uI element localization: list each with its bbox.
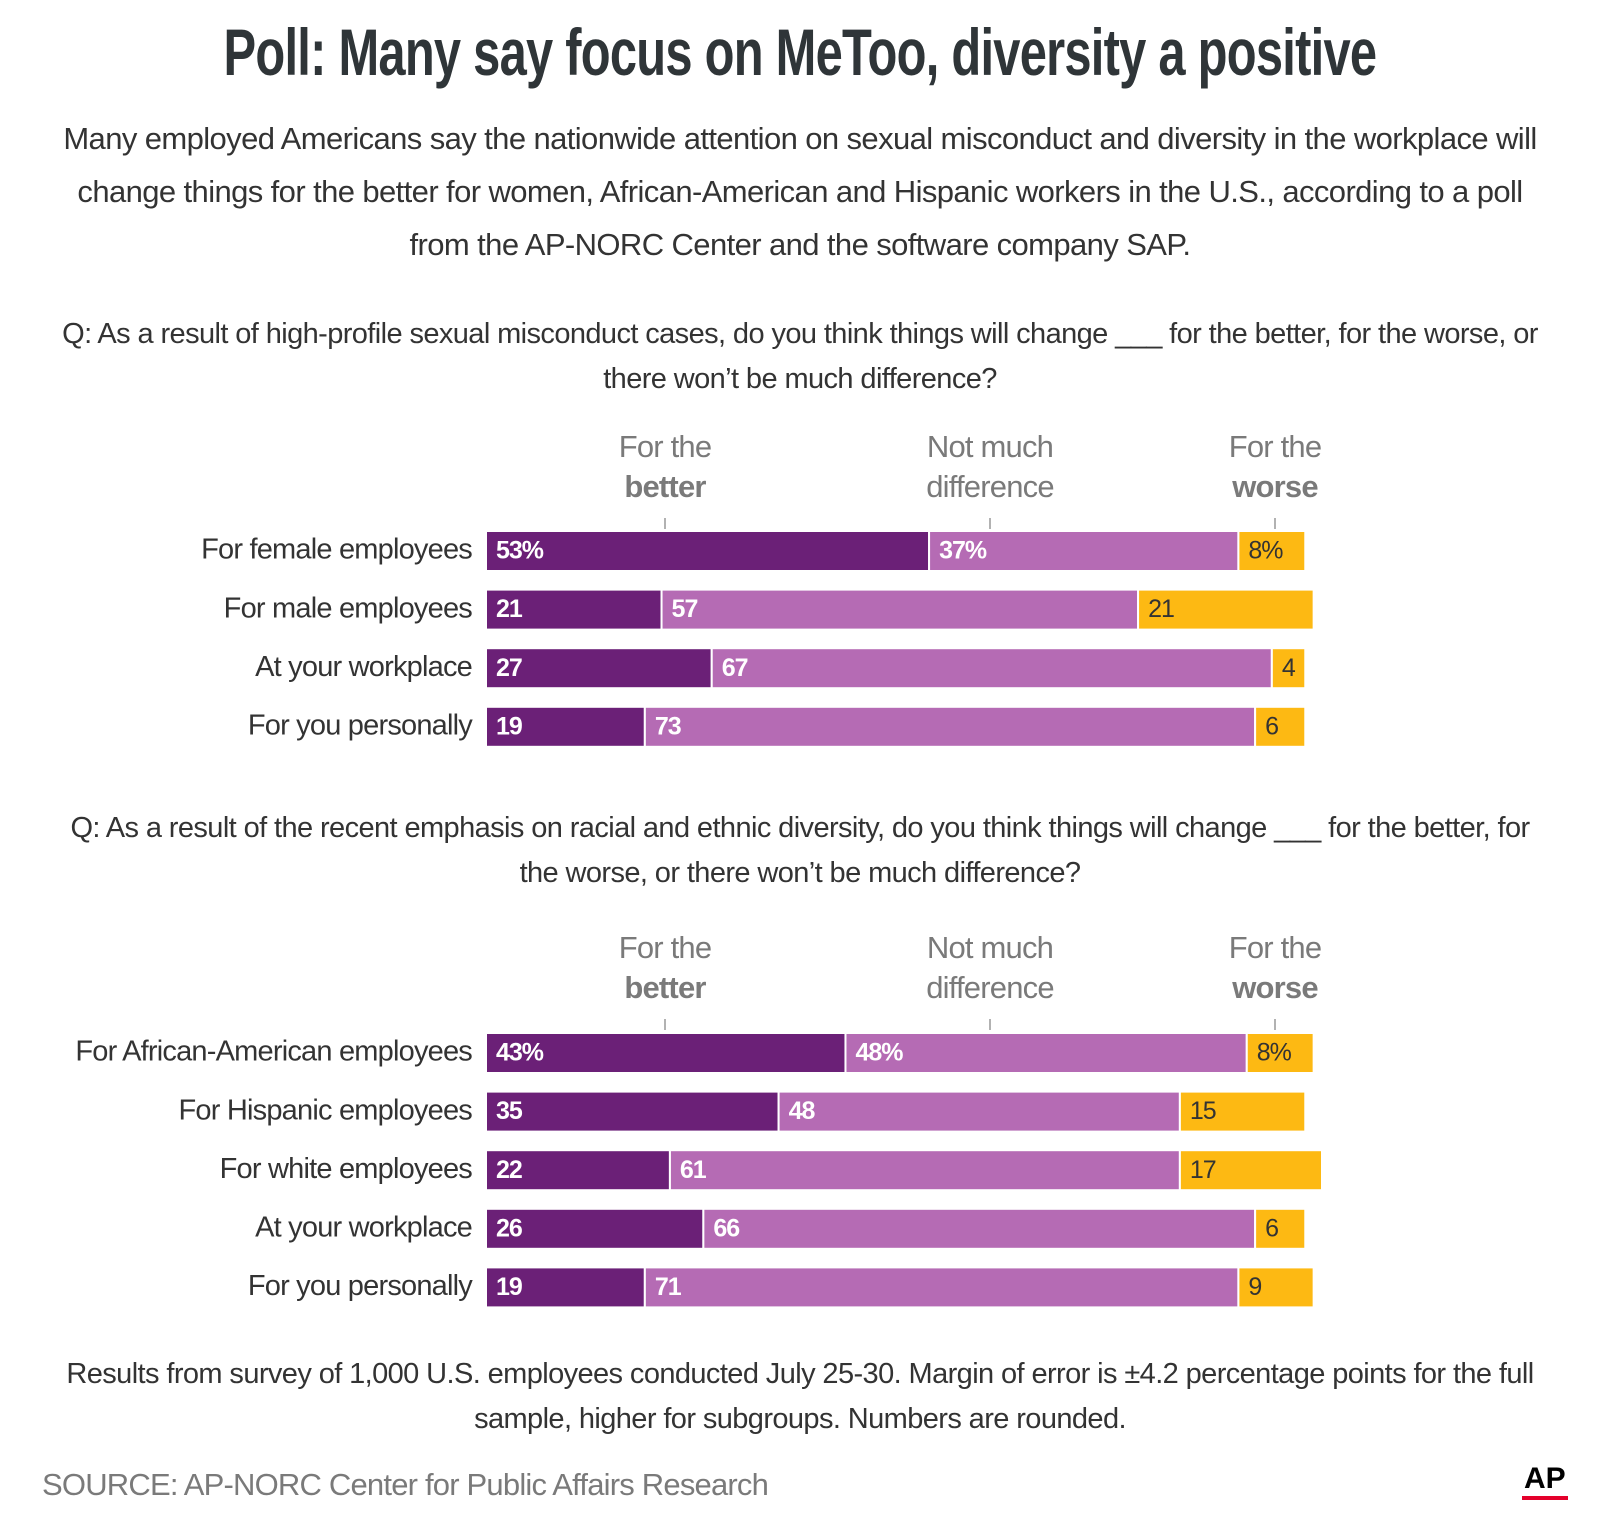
bar-segment — [777, 1090, 1181, 1133]
value-label: 67 — [722, 654, 748, 682]
bar-segment — [1254, 705, 1307, 748]
bar-segment — [1178, 1090, 1307, 1133]
legend-line: Not much — [927, 930, 1053, 965]
value-label: 21 — [1148, 595, 1174, 623]
bar-segment — [643, 705, 1257, 748]
source: SOURCE: AP-NORC Center for Public Affair… — [42, 1467, 769, 1502]
value-label: 61 — [680, 1156, 707, 1184]
value-label: 19 — [496, 1273, 522, 1301]
value-label: 27 — [496, 654, 522, 682]
category-label: At your workplace — [255, 651, 472, 683]
bar-segment — [485, 1032, 847, 1074]
legend-line: better — [624, 469, 706, 504]
legend-line: For the — [1229, 930, 1322, 965]
legend-line: better — [624, 970, 706, 1005]
legend-label: Not much difference — [926, 429, 1054, 504]
question: Q: As a result of high-profile sexual mi… — [62, 318, 1538, 395]
value-label: 26 — [496, 1214, 522, 1242]
bar-segment — [844, 1032, 1248, 1074]
value-label: 21 — [496, 595, 523, 623]
subtitle: Many employed Americans say the nationwi… — [63, 121, 1537, 262]
bar-segment — [643, 1266, 1240, 1309]
bar-segment — [485, 530, 931, 572]
logo: AP — [1522, 1462, 1568, 1500]
value-label: 48 — [789, 1097, 816, 1125]
value-label: 43% — [496, 1039, 544, 1067]
value-label: 48% — [855, 1039, 903, 1067]
value-label: 4 — [1282, 654, 1296, 682]
bar-segment — [485, 1207, 705, 1250]
legend-line: difference — [926, 469, 1054, 504]
category-label: For African-American employees — [75, 1036, 472, 1068]
legend-line: Not much — [927, 429, 1053, 464]
value-label: 6 — [1265, 712, 1278, 740]
legend-label: For the better — [619, 930, 712, 1005]
legend-line: difference — [926, 970, 1054, 1005]
bar-segment — [1237, 1266, 1315, 1309]
legend-label: For the worse — [1229, 429, 1322, 504]
legend-line: worse — [1231, 970, 1318, 1005]
category-label: For you personally — [248, 1270, 473, 1302]
bar-segment — [1237, 530, 1307, 572]
legend-line: For the — [619, 930, 712, 965]
bar-segment — [485, 1090, 780, 1133]
bar-segment — [485, 705, 646, 748]
legend-line: worse — [1231, 469, 1318, 504]
legend-line: For the — [619, 429, 712, 464]
value-label: 57 — [672, 595, 698, 623]
value-label: 73 — [655, 712, 681, 740]
legend-line: For the — [1229, 429, 1322, 464]
bar-segment — [1254, 1207, 1307, 1250]
value-label: 15 — [1190, 1097, 1216, 1125]
value-label: 6 — [1265, 1214, 1278, 1242]
bar-segment — [1270, 647, 1307, 690]
category-label: For you personally — [248, 709, 473, 741]
bar-segment — [485, 647, 713, 690]
bar-segment — [710, 647, 1273, 690]
bar-segment — [660, 588, 1140, 631]
legend-label: For the worse — [1229, 930, 1322, 1005]
bar-segment — [1178, 1149, 1323, 1192]
title: Poll: Many say focus on MeToo, diversity… — [223, 15, 1378, 89]
question: Q: As a result of the recent emphasis on… — [70, 812, 1530, 889]
category-label: At your workplace — [255, 1211, 472, 1243]
bar-segment — [1137, 588, 1315, 631]
value-label: 22 — [496, 1156, 522, 1184]
value-label: 9 — [1248, 1273, 1261, 1301]
bar-segment — [702, 1207, 1257, 1250]
value-label: 35 — [496, 1097, 523, 1125]
value-label: 8% — [1257, 1039, 1292, 1067]
category-label: For white employees — [220, 1153, 473, 1185]
value-label: 37% — [939, 537, 987, 565]
value-label: 19 — [496, 712, 522, 740]
bar-segment — [668, 1149, 1181, 1192]
category-label: For Hispanic employees — [179, 1094, 473, 1126]
bar-segment — [485, 588, 663, 631]
title-block: Poll: Many say focus on MeToo, diversity… — [0, 14, 1600, 90]
note: Results from survey of 1,000 U.S. employ… — [66, 1358, 1534, 1435]
value-label: 71 — [655, 1273, 682, 1301]
category-label: For male employees — [224, 592, 473, 624]
value-label: 66 — [713, 1214, 739, 1242]
legend-label: Not much difference — [926, 930, 1054, 1005]
value-label: 53% — [496, 537, 544, 565]
bar-segment — [1245, 1032, 1315, 1074]
legend-label: For the better — [619, 429, 712, 504]
bar-segment — [485, 1266, 646, 1309]
value-label: 8% — [1248, 537, 1283, 565]
category-label: For female employees — [201, 534, 472, 566]
value-label: 17 — [1190, 1156, 1216, 1184]
